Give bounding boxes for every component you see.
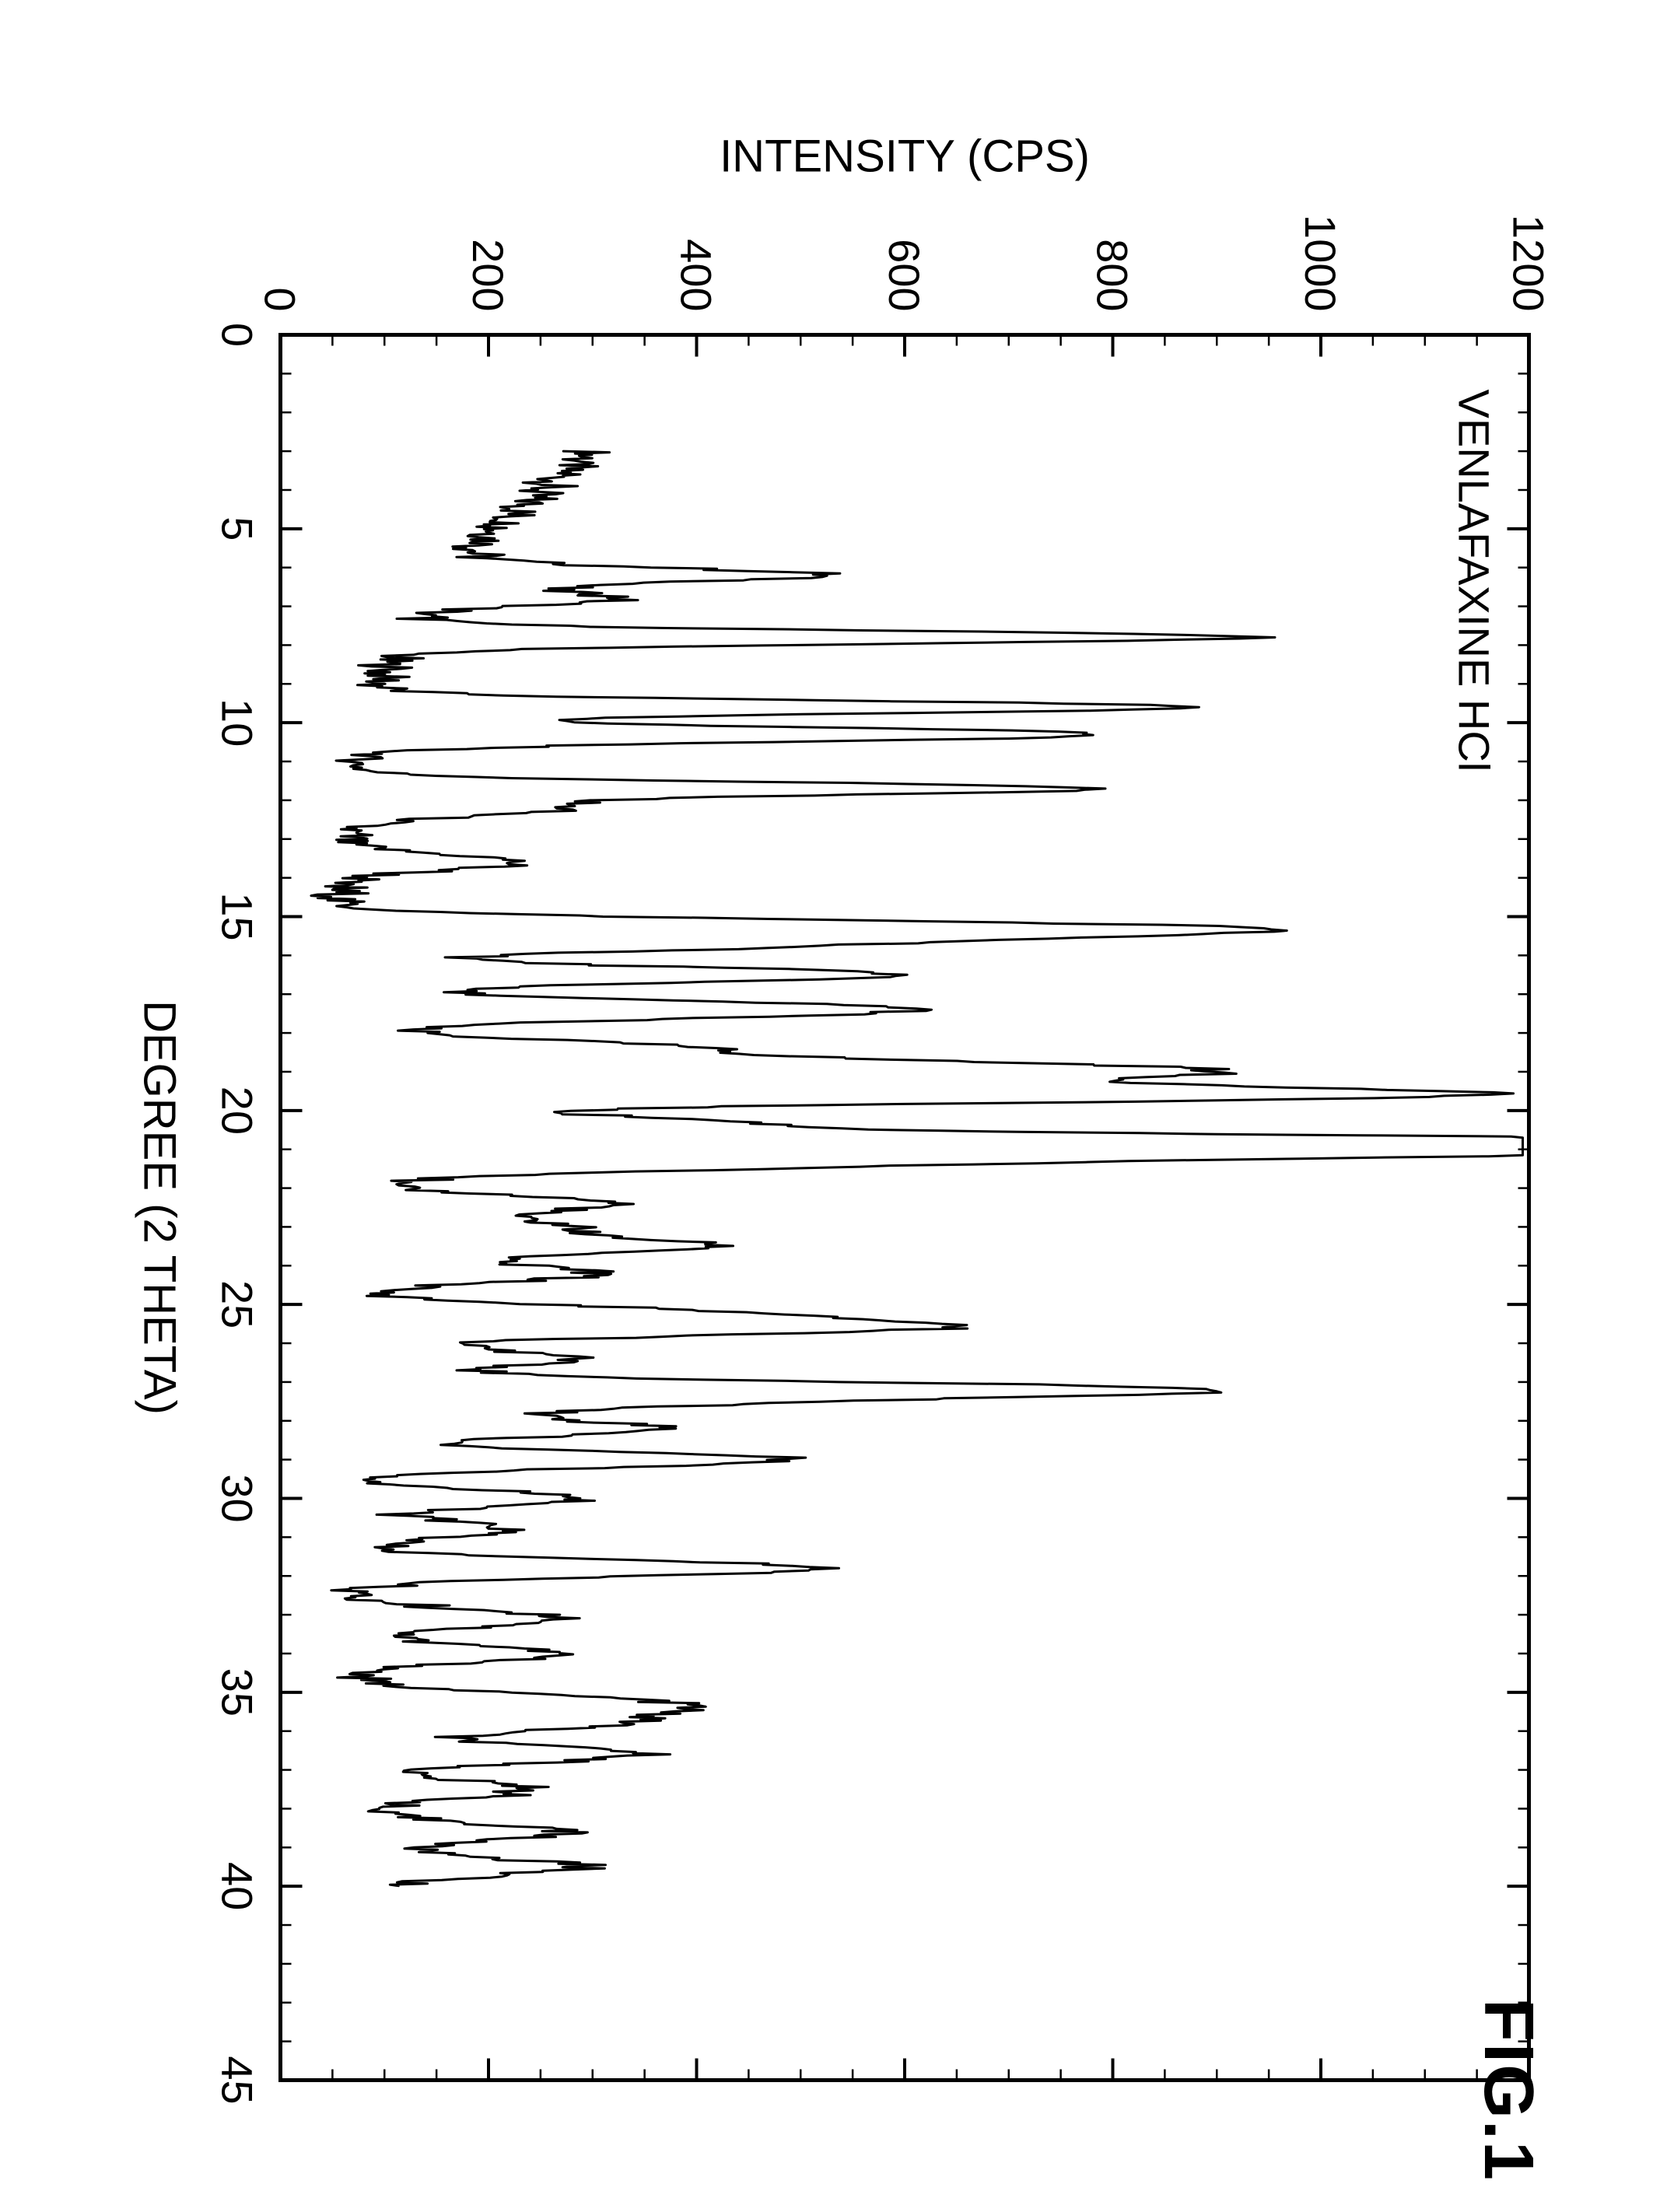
chart-title: VENLAFAXINE HCl [1449,389,1498,772]
ytick-label: 1200 [1504,214,1553,311]
xtick-label: 0 [212,322,261,346]
xtick-label: 25 [212,1280,261,1328]
ytick-label: 200 [464,239,513,311]
ytick-label: 600 [880,239,929,311]
ytick-label: 1000 [1296,214,1345,311]
xrd-chart: 0 5 10 15 20 25 30 35 40 45 0 200 400 600 800 1000 1200 D… [0,0,1653,2212]
y-axis-label: INTENSITY (CPS) [720,131,1090,181]
xtick-label: 10 [212,698,261,747]
xtick-label: 45 [212,2056,261,2104]
ytick-label: 400 [671,239,720,311]
xtick-label: 5 [212,516,261,541]
ytick-label: 800 [1087,239,1136,311]
ytick-label: 0 [255,287,304,311]
chart-container: 0 5 10 15 20 25 30 35 40 45 0 200 400 600 800 1000 1200 D… [0,0,1653,2212]
xtick-label: 30 [212,1474,261,1522]
xtick-label: 15 [212,892,261,940]
page: 0 5 10 15 20 25 30 35 40 45 0 200 400 600 800 1000 1200 D… [0,0,1653,2212]
x-axis-label: DEGREE (2 THETA) [134,1000,184,1415]
xtick-label: 35 [212,1668,261,1716]
xtick-label: 40 [212,1862,261,1910]
xtick-label: 20 [212,1086,261,1134]
figure-label: FIG.1 [1468,1999,1548,2182]
